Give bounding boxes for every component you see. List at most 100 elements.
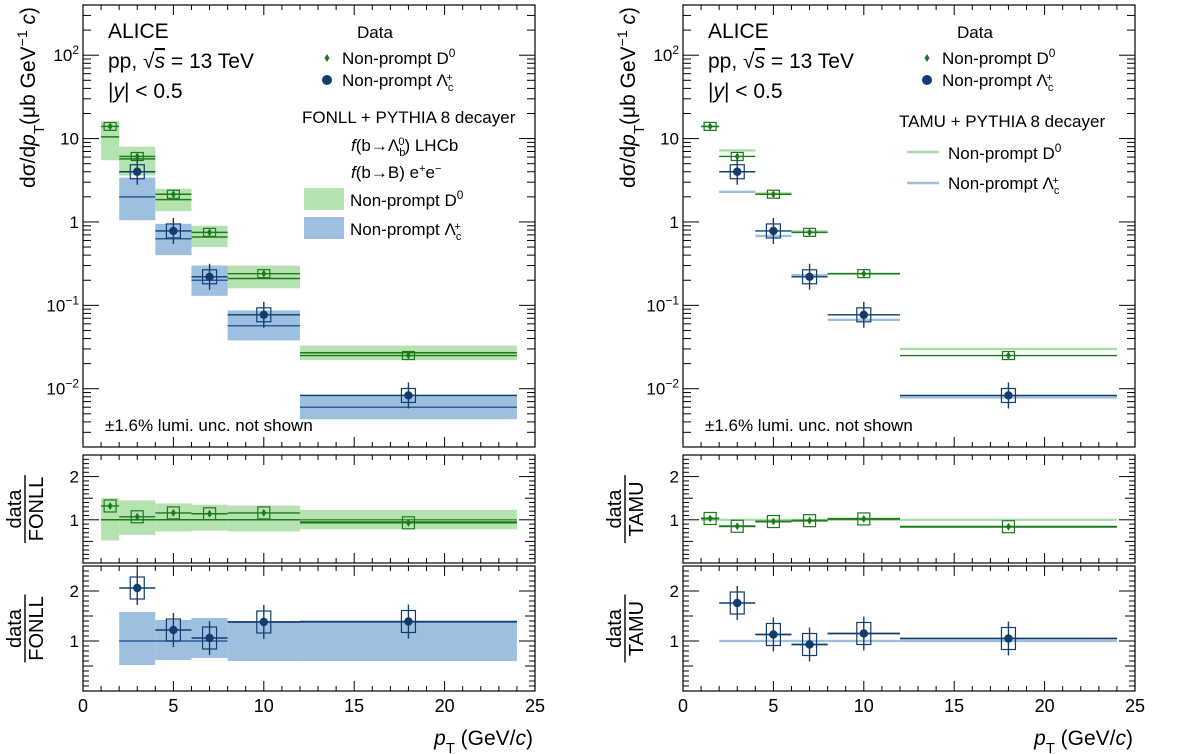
model-note-fragmentation-b: f(b→B) e+e−: [351, 163, 441, 182]
x-tick-label: 25: [525, 696, 545, 716]
y-tick-label: 10−2: [646, 377, 679, 399]
experiment-label: ALICE: [708, 20, 769, 43]
ratio-label-denominator: TAMU: [626, 601, 648, 656]
ratio-axis-label: data FONLL: [4, 475, 48, 543]
model-title: TAMU + PYTHIA 8 decayer: [899, 112, 1105, 131]
ratio-data-lc-marker: [805, 640, 814, 649]
x-axis-label: pT (GeV/c): [433, 727, 533, 754]
ratio-data-d0-marker: [405, 518, 411, 527]
ratio-label-numerator: data: [4, 608, 26, 648]
data-lc-marker: [1004, 391, 1013, 400]
legend-d0-label: Non-prompt D0: [342, 46, 456, 68]
plot-frame-ratio-d0: [82, 454, 536, 564]
data-lc-marker: [133, 167, 142, 176]
legend-band-lc-label: Non-prompt Λc+: [350, 220, 462, 243]
x-tick-label: 15: [944, 696, 964, 716]
y-tick-label: 10−2: [46, 377, 79, 399]
data-d0-marker: [707, 122, 713, 131]
ratio-label-numerator: data: [4, 489, 26, 529]
rapidity-label: |y| < 0.5: [708, 80, 783, 103]
x-tick-label: 0: [78, 696, 88, 716]
left-panel: 0 5 10 15 20 25 pT (GeV/c) 10−2 10−1 1 10 102dσ/dpT…: [4, 4, 545, 754]
model-note-fragmentation-lb: f(b→Λb0) LHCb: [351, 136, 458, 159]
legend-lc-marker: [322, 75, 332, 85]
data-d0-marker: [1005, 351, 1011, 360]
data-lc-marker: [169, 226, 178, 236]
ratio-data-d0-marker: [170, 508, 176, 517]
ratio-data-d0-marker: [207, 509, 213, 518]
rapidity-label: |y| < 0.5: [108, 80, 183, 103]
legend-lc-label: Non-prompt Λc+: [942, 71, 1054, 94]
x-axis-label: pT (GeV/c): [1033, 727, 1133, 754]
collision-system-label: pp, √s = 13 TeV: [108, 50, 254, 73]
data-lc-marker: [733, 167, 742, 176]
ratio-y-tick-label: 1: [70, 632, 79, 651]
ratio-data-lc-marker: [1004, 634, 1013, 643]
ratio-label-numerator: data: [604, 608, 626, 648]
ratio-data-d0-marker: [134, 512, 140, 521]
lumi-uncertainty-note: ±1.6% lumi. unc. not shown: [705, 416, 913, 435]
x-tick-label: 10: [854, 696, 874, 716]
legend-d0-label: Non-prompt D0: [942, 46, 1056, 68]
ratio-label-denominator: TAMU: [626, 481, 648, 536]
ratio-y-tick-label: 2: [670, 468, 679, 487]
y-tick-label: 10−1: [46, 293, 79, 315]
ratio-axis-label: data TAMU: [604, 594, 648, 663]
x-tick-label: 20: [1035, 696, 1055, 716]
data-lc-marker: [805, 272, 814, 281]
data-lc-marker: [769, 226, 778, 236]
ratio-data-lc-marker: [769, 630, 778, 639]
ratio-fonll-d0-band: [155, 503, 192, 532]
data-d0-marker: [734, 152, 740, 161]
x-tick-label: 0: [678, 696, 688, 716]
right-panel: 0 5 10 15 20 25 pT (GeV/c) 10−2 10−1 1 10 102dσ/dpT…: [604, 4, 1145, 754]
legend-data-title: Data: [357, 23, 393, 42]
lumi-uncertainty-note: ±1.6% lumi. unc. not shown: [105, 416, 313, 435]
y-tick-label: 10−1: [646, 293, 679, 315]
plot-frame-ratio-lc: [82, 565, 536, 692]
y-tick-label: 102: [653, 43, 679, 65]
data-lc-marker: [859, 310, 868, 320]
x-tick-label: 15: [344, 696, 364, 716]
ratio-label-denominator: FONLL: [26, 596, 48, 660]
plot-frame-ratio-d0: [682, 454, 1136, 564]
ratio-y-tick-label: 2: [70, 582, 79, 601]
ratio-axis-label: data FONLL: [4, 594, 48, 663]
model-title: FONLL + PYTHIA 8 decayer: [302, 108, 516, 127]
legend-tamu-d0-label: Non-prompt D0: [948, 141, 1062, 163]
data-lc-marker: [259, 310, 268, 320]
ratio-data-lc-marker: [133, 583, 142, 593]
legend-data-title: Data: [957, 23, 993, 42]
legend-d0-marker: [324, 54, 330, 62]
ratio-fonll-lc-band: [119, 612, 156, 665]
y-tick-label: 1: [670, 213, 679, 232]
data-d0-marker: [107, 122, 113, 131]
experiment-label: ALICE: [108, 20, 169, 43]
x-tick-label: 10: [254, 696, 274, 716]
ratio-y-tick-label: 2: [70, 468, 79, 487]
data-d0-marker: [207, 228, 213, 237]
ratio-label-denominator: FONLL: [26, 477, 48, 541]
ratio-data-d0-marker: [261, 508, 267, 517]
ratio-y-tick-label: 1: [670, 511, 679, 530]
ratio-data-lc-marker: [859, 629, 868, 638]
legend-lc-label: Non-prompt Λc+: [342, 71, 454, 94]
collision-system-label: pp, √s = 13 TeV: [708, 50, 854, 73]
ratio-data-lc-marker: [259, 617, 268, 627]
data-d0-marker: [134, 152, 140, 161]
ratio-data-lc-marker: [404, 617, 413, 626]
x-tick-label: 5: [768, 696, 778, 716]
legend-tamu-lc-label: Non-prompt Λc+: [948, 174, 1060, 197]
ratio-axis-label: data TAMU: [604, 475, 648, 543]
legend-d0-marker: [924, 54, 930, 62]
ratio-data-d0-marker: [107, 501, 113, 510]
y-tick-label: 10: [60, 130, 79, 149]
data-d0-marker: [770, 190, 776, 199]
ratio-y-tick-label: 2: [670, 582, 679, 601]
fonll-d0-band: [101, 121, 120, 161]
y-axis-label: dσ/dpT(μb GeV−1 c): [614, 7, 648, 188]
ratio-data-lc-marker: [169, 625, 178, 635]
legend-band-lc-swatch: [304, 217, 344, 239]
data-d0-marker: [861, 269, 867, 278]
data-d0-marker: [261, 269, 267, 278]
